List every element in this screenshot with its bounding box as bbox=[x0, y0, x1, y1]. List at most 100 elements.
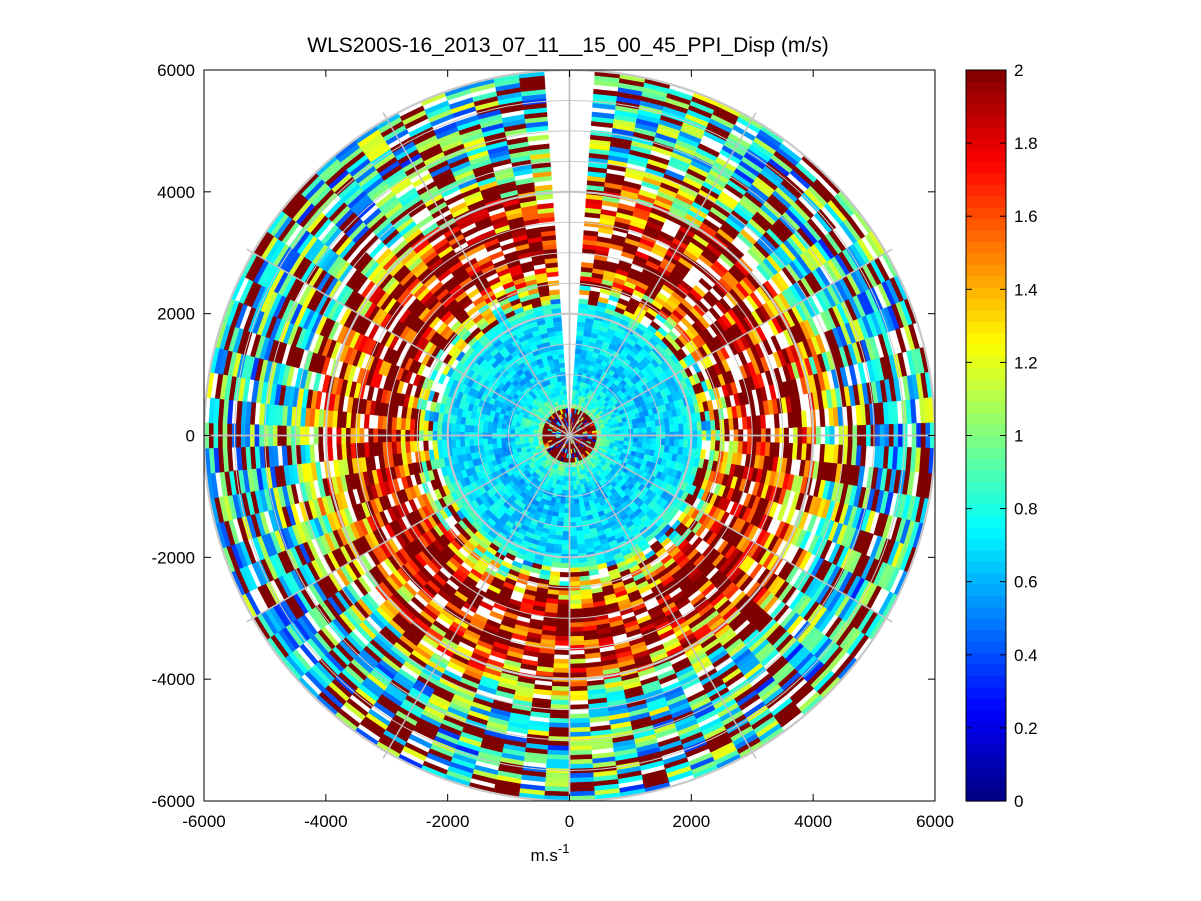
heatmap-cell bbox=[501, 441, 507, 448]
heatmap-cell bbox=[569, 594, 582, 601]
heatmap-cell bbox=[509, 429, 516, 434]
heatmap-cell bbox=[623, 424, 629, 430]
heatmap-cell bbox=[569, 685, 588, 692]
heatmap-cell bbox=[557, 594, 570, 601]
heatmap-cell bbox=[574, 512, 582, 518]
heatmap-cell bbox=[523, 436, 529, 441]
heatmap-cell bbox=[569, 558, 579, 564]
heatmap-cell bbox=[528, 436, 534, 441]
heatmap-cell bbox=[805, 443, 812, 462]
heatmap-cell bbox=[569, 608, 583, 614]
heatmap-cell bbox=[551, 685, 570, 692]
heatmap-cell bbox=[569, 567, 580, 573]
heatmap-cell bbox=[558, 507, 565, 514]
heatmap-cell bbox=[574, 357, 581, 364]
heatmap-cell bbox=[569, 654, 586, 660]
heatmap-cell bbox=[569, 535, 578, 541]
heatmap-cell bbox=[562, 385, 567, 391]
heatmap-cell bbox=[455, 423, 461, 432]
heatmap-cell bbox=[552, 667, 570, 674]
heatmap-cell bbox=[554, 640, 570, 646]
heatmap-cell bbox=[441, 439, 448, 450]
heatmap-cell bbox=[614, 430, 620, 435]
heatmap-cell bbox=[760, 414, 767, 430]
heatmap-cell bbox=[464, 438, 470, 447]
heatmap-cell bbox=[569, 508, 576, 514]
heatmap-cell bbox=[610, 430, 616, 435]
heatmap-cell bbox=[560, 371, 566, 377]
heatmap-cell bbox=[555, 622, 570, 628]
heatmap-cell bbox=[569, 517, 576, 523]
heatmap-cell bbox=[558, 581, 570, 587]
heatmap-cell bbox=[560, 549, 570, 555]
heatmap-cell bbox=[562, 526, 570, 532]
heatmap-cell bbox=[573, 366, 580, 373]
heatmap-cell bbox=[559, 503, 565, 509]
heatmap-cell bbox=[505, 428, 511, 434]
heatmap-cell bbox=[632, 423, 638, 430]
heatmap-cell bbox=[569, 562, 579, 569]
heatmap-cell bbox=[561, 535, 570, 541]
heatmap-cell bbox=[623, 429, 630, 434]
heatmap-cell bbox=[641, 437, 648, 444]
heatmap-cell bbox=[432, 439, 438, 451]
heatmap-cell bbox=[500, 437, 507, 443]
heatmap-cell bbox=[701, 420, 707, 432]
heatmap-cell bbox=[575, 516, 582, 523]
heatmap-cell bbox=[773, 442, 780, 458]
heatmap-cell bbox=[569, 681, 588, 687]
heatmap-cell bbox=[678, 423, 684, 432]
heatmap-cell bbox=[557, 348, 564, 355]
heatmap-cell bbox=[559, 572, 570, 578]
heatmap-cell bbox=[619, 429, 625, 434]
heatmap-cell bbox=[557, 512, 565, 518]
heatmap-cell bbox=[558, 590, 570, 596]
heatmap-cell bbox=[551, 681, 570, 687]
heatmap-cell bbox=[669, 424, 675, 433]
heatmap-cell bbox=[450, 422, 457, 432]
heatmap-cell bbox=[532, 436, 538, 440]
heatmap-cell bbox=[664, 424, 671, 433]
heatmap-cell bbox=[628, 428, 634, 434]
heatmap-cell bbox=[573, 498, 580, 505]
heatmap-cell bbox=[646, 426, 652, 433]
heatmap-cell bbox=[556, 608, 570, 614]
heatmap-cell bbox=[557, 603, 570, 610]
heatmap-cell bbox=[553, 658, 570, 665]
heatmap-cell bbox=[819, 408, 826, 427]
heatmap-cell bbox=[569, 590, 581, 596]
heatmap-cell bbox=[673, 423, 680, 433]
heatmap-cell bbox=[555, 631, 570, 637]
heatmap-cell bbox=[496, 437, 502, 444]
heatmap-cell bbox=[573, 489, 578, 495]
heatmap-cell bbox=[537, 436, 543, 440]
heatmap-cell bbox=[682, 439, 689, 449]
heatmap-cell bbox=[336, 443, 343, 461]
heatmap-cell bbox=[569, 521, 577, 528]
heatmap-cell bbox=[550, 699, 570, 706]
heatmap-cell bbox=[549, 713, 570, 719]
heatmap-cell bbox=[569, 663, 586, 669]
heatmap-cell bbox=[574, 362, 580, 368]
heatmap-cell bbox=[564, 403, 568, 409]
heatmap-cell bbox=[327, 443, 334, 462]
heatmap-cell bbox=[569, 503, 575, 509]
heatmap-cell bbox=[468, 424, 475, 433]
heatmap-cell bbox=[572, 475, 577, 482]
heatmap-cell bbox=[569, 585, 581, 592]
heatmap-cell bbox=[632, 437, 639, 443]
heatmap-cell bbox=[571, 471, 576, 477]
heatmap-cell bbox=[801, 410, 808, 428]
heatmap-cell bbox=[569, 549, 579, 555]
heatmap-cell bbox=[628, 437, 634, 443]
heatmap-cell bbox=[563, 512, 570, 518]
heatmap-cell bbox=[564, 398, 568, 405]
heatmap-cell bbox=[569, 667, 587, 674]
heatmap-cell bbox=[732, 417, 739, 430]
heatmap-cell bbox=[505, 437, 511, 443]
heatmap-cell bbox=[641, 427, 648, 434]
heatmap-cell bbox=[564, 503, 570, 509]
heatmap-cell bbox=[459, 423, 466, 433]
heatmap-cell bbox=[491, 427, 498, 434]
